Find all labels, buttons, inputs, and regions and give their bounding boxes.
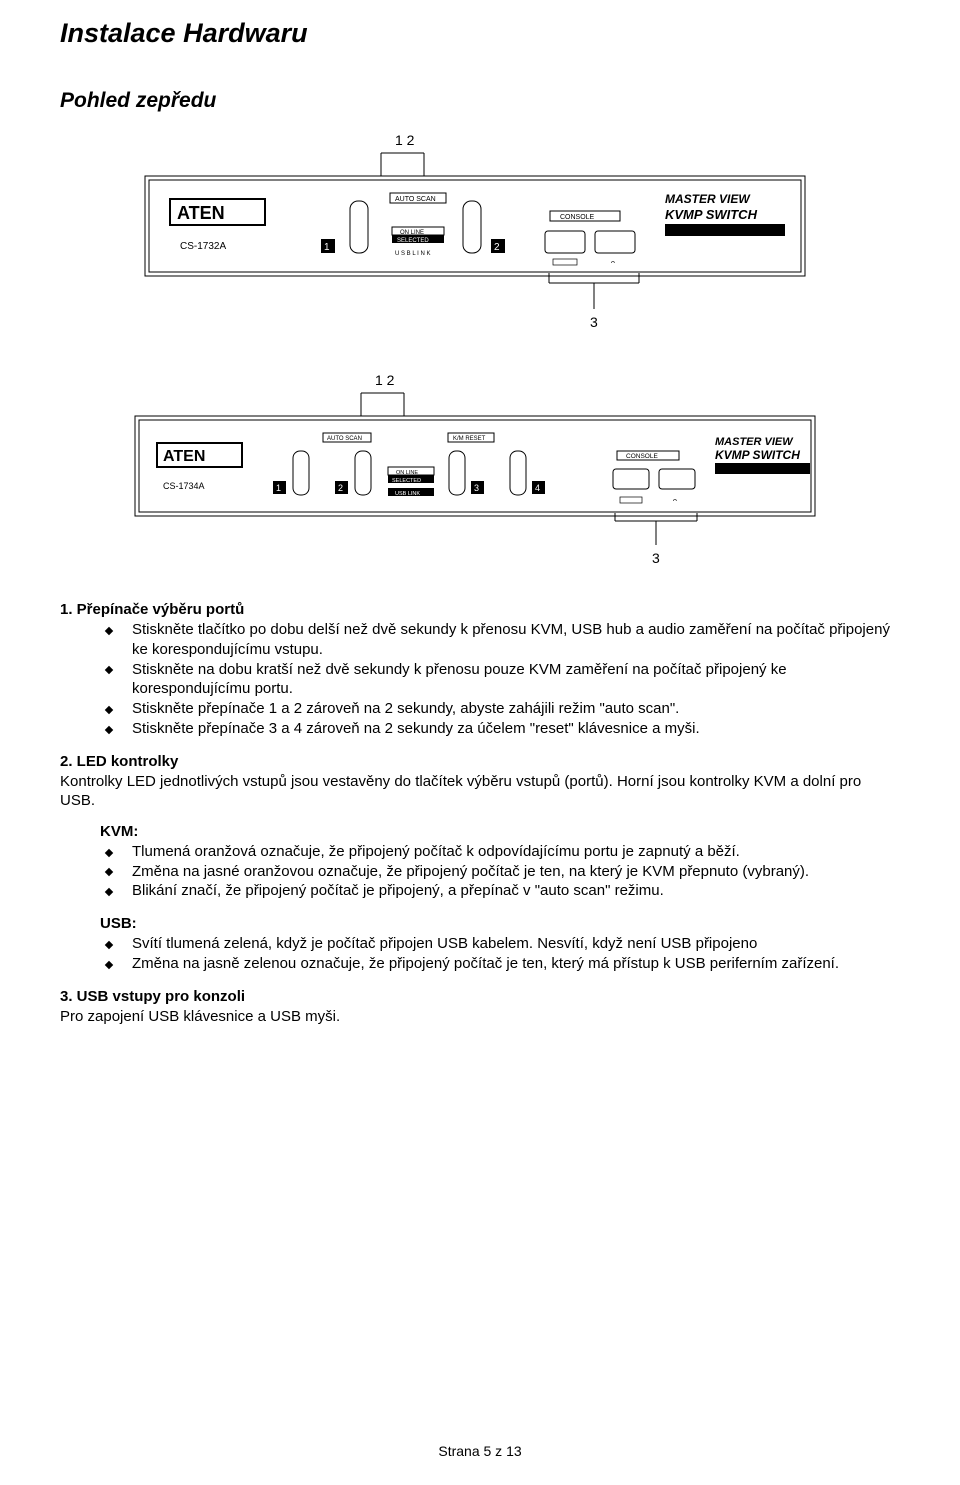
svg-text:ATEN: ATEN (163, 448, 205, 465)
section-3-text: Pro zapojení USB klávesnice a USB myši. (60, 1007, 900, 1027)
svg-text:1: 1 (276, 483, 281, 493)
section-heading: Pohled zepředu (60, 89, 900, 113)
list-item: Stiskněte na dobu kratší než dvě sekundy… (100, 660, 900, 700)
list-item: Svítí tlumená zelená, když je počítač př… (100, 934, 900, 954)
svg-text:3: 3 (474, 483, 479, 493)
svg-text:ᴖ: ᴖ (673, 498, 677, 505)
svg-text:SELECTED: SELECTED (392, 478, 421, 484)
svg-text:CONSOLE: CONSOLE (560, 214, 595, 221)
svg-text:ᴖ: ᴖ (611, 260, 615, 267)
usb-subhead: USB: (100, 915, 900, 932)
svg-text:K/M RESET: K/M RESET (453, 436, 486, 442)
callout-3: 3 (590, 314, 598, 330)
svg-text:AUTO SCAN: AUTO SCAN (395, 196, 436, 203)
port-button-1: 1 (321, 201, 368, 253)
kvm-subhead: KVM: (100, 823, 900, 840)
aten-logo-icon: ATEN (170, 199, 265, 225)
svg-text:2: 2 (338, 483, 343, 493)
diagram-front-2port: 1 2 ATEN CS-1732A 1 2 (125, 131, 825, 341)
section-1-head: 1. Přepínače výběru portů (60, 601, 900, 618)
callout-3: 3 (652, 550, 660, 566)
list-item: Blikání značí, že připojený počítač je p… (100, 881, 900, 901)
list-item: Změna na jasné oranžovou označuje, že př… (100, 862, 900, 882)
list-item: Tlumená oranžová označuje, že připojený … (100, 842, 900, 862)
svg-text:U S B L I N K: U S B L I N K (395, 251, 430, 257)
svg-text:MASTER VIEW: MASTER VIEW (665, 192, 751, 206)
section-2-head: 2. LED kontrolky (60, 753, 900, 770)
page-title: Instalace Hardwaru (60, 18, 900, 49)
list-item: Změna na jasně zelenou označuje, že přip… (100, 954, 900, 974)
model-label: CS-1732A (180, 241, 226, 252)
svg-text:AUTO SCAN: AUTO SCAN (327, 436, 362, 442)
list-item: Stiskněte přepínače 1 a 2 zároveň na 2 s… (100, 699, 900, 719)
svg-text:KVMP SWITCH: KVMP SWITCH (665, 207, 758, 222)
svg-text:ATEN: ATEN (177, 203, 225, 223)
section-1-list: Stiskněte tlačítko po dobu delší než dvě… (60, 620, 900, 739)
page: Instalace Hardwaru Pohled zepředu 1 2 AT… (0, 0, 960, 1485)
section-2-intro: Kontrolky LED jednotlivých vstupů jsou v… (60, 772, 900, 811)
model-label: CS-1734A (163, 481, 205, 491)
diagram-front-4port: 1 2 ATEN CS-1734A AUTO SCAN K/M RESET 1 (125, 371, 825, 571)
list-item: Stiskněte tlačítko po dobu delší než dvě… (100, 620, 900, 660)
port-button-4: 4 (510, 451, 545, 495)
kvm-list: Tlumená oranžová označuje, že připojený … (60, 842, 900, 901)
page-footer: Strana 5 z 13 (0, 1443, 960, 1459)
callout-12: 1 2 (395, 132, 415, 148)
callout-12: 1 2 (375, 372, 395, 388)
svg-text:SELECTED: SELECTED (397, 238, 429, 244)
aten-logo-icon: ATEN (157, 443, 242, 467)
list-item: Stiskněte přepínače 3 a 4 zároveň na 2 s… (100, 719, 900, 739)
port-button-1: 1 (273, 451, 309, 495)
svg-text:CONSOLE: CONSOLE (626, 453, 658, 460)
svg-text:4: 4 (535, 483, 540, 493)
section-3-head: 3. USB vstupy pro konzoli (60, 988, 900, 1005)
port-button-2: 2 (335, 451, 371, 495)
usb-list: Svítí tlumená zelená, když je počítač př… (60, 934, 900, 974)
svg-text:MASTER VIEW: MASTER VIEW (715, 436, 794, 448)
svg-text:2: 2 (494, 242, 500, 253)
svg-text:KVMP SWITCH: KVMP SWITCH (715, 448, 800, 462)
svg-text:USB LINK: USB LINK (395, 491, 420, 497)
port-button-3: 3 (449, 451, 484, 495)
port-button-2: 2 (463, 201, 505, 253)
svg-text:1: 1 (324, 242, 330, 253)
